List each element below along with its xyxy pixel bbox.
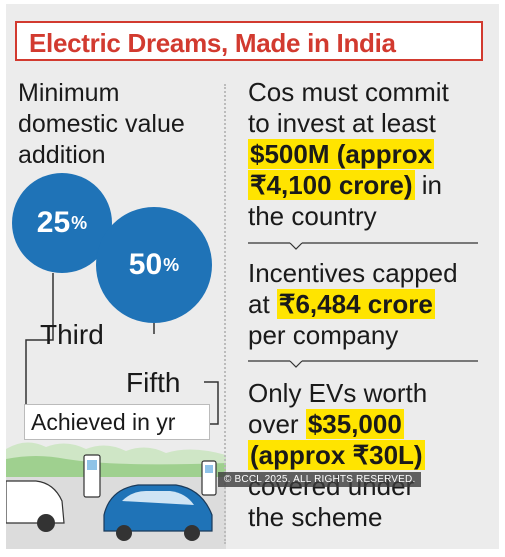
- circle-unit: %: [163, 254, 180, 275]
- highlight-500m: $500M (approx: [248, 139, 435, 169]
- achieved-in-yr-box: Achieved in yr: [24, 404, 210, 440]
- separator: [248, 360, 478, 368]
- heading-line: Minimum: [18, 79, 120, 107]
- text-line: Cos must commit: [248, 77, 449, 107]
- text-line: Incentives capped: [248, 258, 458, 288]
- page-title: Electric Dreams, Made in India: [29, 28, 396, 58]
- incentives-block: Incentives capped at ₹6,484 crore per co…: [248, 258, 458, 351]
- white-car-icon: [6, 480, 65, 532]
- highlight-30l: (approx ₹30L): [248, 440, 425, 470]
- circle-unit: %: [71, 212, 88, 233]
- heading-line: addition: [18, 141, 106, 169]
- eligibility-block: Only EVs worth over $35,000 (approx ₹30L…: [248, 378, 427, 533]
- ev-charging-illustration: [6, 442, 226, 549]
- blue-car-icon: [103, 484, 213, 541]
- title-bar: Electric Dreams, Made in India: [15, 21, 483, 61]
- circle-value: 25: [36, 206, 71, 239]
- infographic-card: Electric Dreams, Made in India Minimum d…: [6, 4, 499, 549]
- text-line: the country: [248, 201, 377, 231]
- label-third: Third: [40, 319, 104, 350]
- text-line: per company: [248, 320, 399, 350]
- separator: [248, 242, 478, 250]
- copyright-watermark: © BCCL 2025. ALL RIGHTS RESERVED.: [218, 472, 422, 487]
- text-fragment: at: [248, 289, 277, 319]
- text-fragment: in: [414, 170, 442, 200]
- highlight-35000: $35,000: [305, 409, 404, 439]
- leader-lines: [25, 273, 219, 425]
- column-divider: [224, 84, 226, 544]
- circle-value: 50: [128, 248, 163, 281]
- highlight-6484-crore: ₹6,484 crore: [276, 289, 435, 319]
- achieved-label: Achieved in yr: [31, 409, 176, 435]
- investment-block: Cos must commit to invest at least $500M…: [248, 77, 449, 232]
- text-line: Only EVs worth: [248, 378, 428, 408]
- text-line: to invest at least: [248, 108, 436, 138]
- circle-50-percent: 50%: [96, 207, 212, 323]
- label-fifth: Fifth: [126, 367, 181, 398]
- highlight-4100-crore: ₹4,100 crore): [248, 170, 415, 200]
- text-fragment: over: [248, 409, 306, 439]
- heading-line: domestic value: [18, 110, 185, 138]
- text-line: the scheme: [248, 502, 383, 532]
- charging-station-icon: [83, 454, 101, 498]
- left-heading: Minimum domestic value addition: [18, 78, 185, 171]
- charging-station-icon: [201, 460, 217, 496]
- circle-25-percent: 25%: [12, 173, 112, 273]
